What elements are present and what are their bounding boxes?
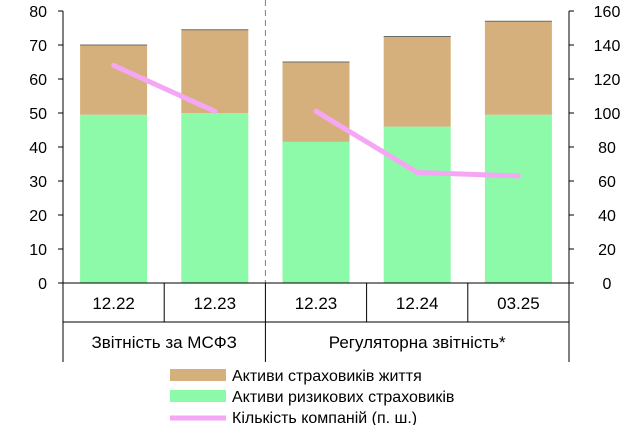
legend: Активи страховиків життя Активи ризикових… — [170, 368, 454, 425]
category-label-0: 12.22 — [92, 294, 135, 313]
line-point-0 — [113, 64, 115, 66]
right-tick-label-0: 0 — [603, 276, 612, 293]
left-tick-label-1: 10 — [29, 242, 47, 259]
bar-risk-1 — [181, 113, 249, 283]
line-layer — [111, 62, 521, 179]
bar-life-3 — [383, 36, 451, 127]
left-tick-label-3: 30 — [29, 174, 47, 191]
group-label-1: Регуляторна звітність* — [329, 333, 506, 352]
group-label-0: Звітність за МСФЗ — [91, 333, 237, 352]
left-tick-label-8: 80 — [29, 4, 47, 21]
left-tick-label-5: 50 — [29, 106, 47, 123]
legend-label-1: Активи ризикових страховиків — [232, 389, 454, 406]
category-label-3: 12.24 — [396, 294, 439, 313]
bar-risk-4 — [484, 114, 552, 283]
bar-risk-2 — [282, 141, 350, 283]
category-layer: 12.22 12.23 12.23 12.24 03.25 Звітність за МС… — [62, 283, 570, 362]
bar-risk-3 — [383, 126, 451, 283]
left-tick-label-6: 60 — [29, 72, 47, 89]
right-tick-label-1: 20 — [598, 242, 616, 259]
right-tick-label-8: 160 — [594, 4, 621, 21]
legend-label-0: Активи страховиків життя — [232, 368, 422, 385]
line-point-2 — [315, 110, 317, 112]
right-tick-label-5: 100 — [594, 106, 621, 123]
category-label-2: 12.23 — [295, 294, 338, 313]
line-point-1 — [214, 110, 216, 112]
bar-life-4 — [484, 21, 552, 115]
bar-life-2 — [282, 62, 350, 142]
legend-label-2: Кількість компаній (п. ш.) — [232, 410, 417, 425]
right-tick-label-4: 80 — [598, 140, 616, 157]
left-tick-label-7: 70 — [29, 38, 47, 55]
left-tick-label-0: 0 — [38, 276, 47, 293]
axes-layer: 0 10 20 30 40 50 60 70 80 0 20 40 60 80 100 120 140 160 — [29, 4, 620, 293]
legend-swatch-1 — [170, 390, 226, 402]
right-tick-label-3: 60 — [598, 174, 616, 191]
bar-risk-0 — [80, 114, 148, 283]
category-label-4: 03.25 — [497, 294, 540, 313]
line-point-4 — [517, 175, 519, 177]
bars-layer — [80, 20, 552, 283]
left-tick-label-4: 40 — [29, 140, 47, 157]
right-tick-label-2: 40 — [598, 208, 616, 225]
bar-life-0 — [80, 45, 148, 115]
series-line-companies-group-0 — [111, 62, 218, 114]
right-tick-label-7: 140 — [594, 38, 621, 55]
legend-swatch-0 — [170, 369, 226, 381]
right-tick-label-6: 120 — [594, 72, 621, 89]
line-point-3 — [416, 172, 418, 173]
category-label-1: 12.23 — [194, 294, 237, 313]
left-tick-label-2: 20 — [29, 208, 47, 225]
